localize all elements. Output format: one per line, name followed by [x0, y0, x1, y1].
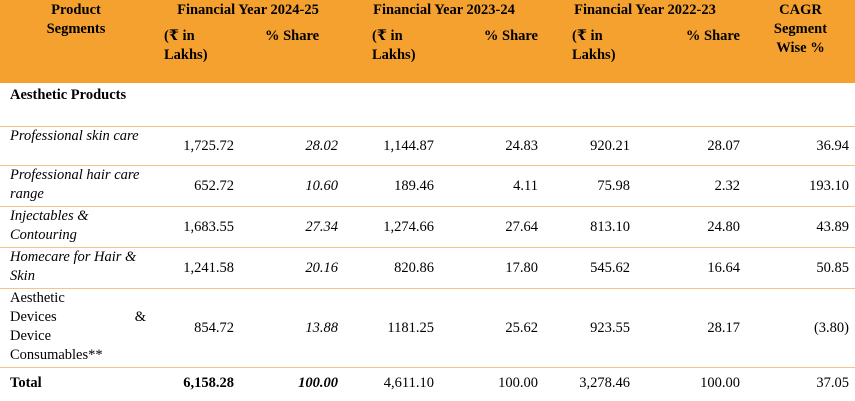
- total-value-2022-23: 3,278.46: [544, 367, 636, 398]
- total-share-2023-24: 100.00: [440, 367, 544, 398]
- share-2023-24: 4.11: [513, 177, 538, 194]
- share-2023-24: 27.64: [505, 218, 538, 235]
- value-2022-23: 813.10: [590, 218, 630, 235]
- segment-line: Consumables**: [10, 347, 103, 363]
- total-label: Total: [0, 367, 152, 398]
- segment-name: Professional skin care: [10, 128, 139, 144]
- total-value-2023-24: 4,611.10: [344, 367, 440, 398]
- header-year-2024-25: Financial Year 2024-25: [152, 0, 344, 27]
- header-amount-2022-23: (₹ in Lakhs): [544, 27, 636, 83]
- value-2024-25: 1,725.72: [183, 137, 234, 154]
- value-2022-23: 920.21: [590, 137, 630, 154]
- total-cagr: 37.05: [746, 367, 855, 398]
- share-2022-23: 16.64: [707, 259, 740, 276]
- value-2024-25: 1,241.58: [183, 259, 234, 276]
- segment-line: Device: [10, 328, 52, 344]
- share-2024-25: 10.60: [305, 177, 338, 194]
- total-value-2024-25: 6,158.28: [152, 367, 240, 398]
- group-title: Aesthetic Products: [10, 87, 127, 103]
- value-2023-24: 1181.25: [387, 319, 434, 336]
- cagr-value: (3.80): [813, 319, 849, 336]
- segment-line: &: [134, 309, 146, 325]
- segment-line: Aesthetic: [10, 290, 65, 306]
- header-cagr: CAGR Segment Wise %: [746, 0, 855, 83]
- segment-name: Injectables & Contouring: [10, 208, 89, 243]
- value-2023-24: 1,274.66: [383, 218, 434, 235]
- segment-name: Professional hair care range: [10, 167, 140, 202]
- total-share-2024-25: 100.00: [240, 367, 344, 398]
- table-row: Professional skin care 1,725.72 28.02 1,…: [0, 126, 855, 166]
- header-share-2022-23: % Share: [636, 27, 746, 83]
- share-2022-23: 28.17: [707, 319, 740, 336]
- header-share-2024-25: % Share: [240, 27, 344, 83]
- segment-name: Homecare for Hair & Skin: [10, 249, 137, 284]
- share-2024-25: 27.34: [305, 218, 338, 235]
- value-2024-25: 652.72: [194, 177, 234, 194]
- header-year-2022-23: Financial Year 2022-23: [544, 0, 746, 27]
- value-2022-23: 923.55: [590, 319, 630, 336]
- total-share-2022-23: 100.00: [636, 367, 746, 398]
- cagr-value: 36.94: [816, 137, 849, 154]
- header-product-segments: Product Segments: [0, 0, 152, 83]
- header-amount-2024-25: (₹ in Lakhs): [152, 27, 240, 83]
- share-2022-23: 24.80: [707, 218, 740, 235]
- share-2022-23: 28.07: [707, 137, 740, 154]
- header-share-2023-24: % Share: [440, 27, 544, 83]
- share-2022-23: 2.32: [714, 177, 740, 194]
- share-2024-25: 20.16: [305, 259, 338, 276]
- table-row: Injectables & Contouring 1,683.55 27.34 …: [0, 207, 855, 248]
- value-2022-23: 545.62: [590, 259, 630, 276]
- share-2023-24: 25.62: [505, 319, 538, 336]
- cagr-value: 43.89: [816, 218, 849, 235]
- share-2024-25: 28.02: [305, 137, 338, 154]
- table-row: Homecare for Hair & Skin 1,241.58 20.16 …: [0, 248, 855, 289]
- header-year-2023-24: Financial Year 2023-24: [344, 0, 544, 27]
- value-2024-25: 854.72: [194, 319, 234, 336]
- value-2023-24: 189.46: [394, 177, 434, 194]
- table-row: Professional hair care range 652.72 10.6…: [0, 166, 855, 207]
- cagr-value: 50.85: [816, 259, 849, 276]
- share-2024-25: 13.88: [305, 319, 338, 336]
- cagr-value: 193.10: [809, 177, 849, 194]
- value-2022-23: 75.98: [597, 177, 630, 194]
- value-2024-25: 1,683.55: [183, 218, 234, 235]
- segment-line: Devices: [10, 309, 57, 325]
- share-2023-24: 17.80: [505, 259, 538, 276]
- table-row: Aesthetic Devices & Device Consumables**…: [0, 289, 855, 368]
- share-2023-24: 24.83: [505, 137, 538, 154]
- total-row: Total 6,158.28 100.00 4,611.10 100.00 3,…: [0, 367, 855, 398]
- value-2023-24: 1,144.87: [383, 137, 434, 154]
- header-amount-2023-24: (₹ in Lakhs): [344, 27, 440, 83]
- value-2023-24: 820.86: [394, 259, 434, 276]
- segment-name: Aesthetic Devices & Device Consumables**: [0, 289, 152, 368]
